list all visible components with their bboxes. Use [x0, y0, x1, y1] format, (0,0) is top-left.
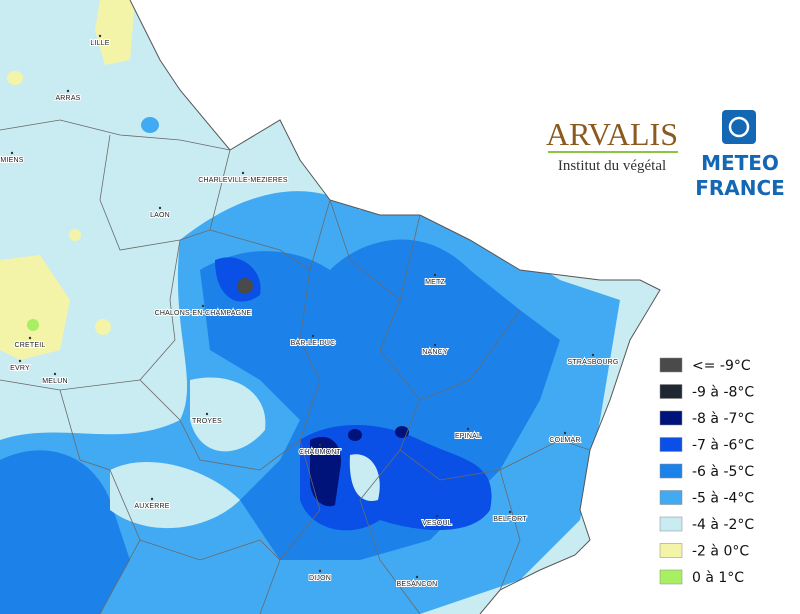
border — [129, 0, 661, 614]
legend-swatch — [659, 490, 683, 505]
logo-subtitle: Institut du végétal — [558, 158, 666, 174]
meteo-france-logo: METEO FRANCE — [695, 110, 785, 200]
city-label: LILLE — [90, 40, 109, 47]
city-label: MIENS — [0, 157, 23, 164]
city-dot — [435, 514, 439, 518]
department-boundaries — [0, 119, 591, 614]
city-label: METZ — [425, 279, 445, 286]
temperature-zones — [0, 0, 620, 614]
legend-swatch — [659, 410, 683, 426]
city-label: STRASBOURG — [567, 359, 618, 366]
city-dot — [150, 497, 154, 501]
city-dot — [53, 372, 57, 376]
city-label: CRETEIL — [15, 342, 46, 349]
outside-area — [130, 0, 800, 614]
city-dot — [563, 431, 567, 435]
legend-swatch — [659, 357, 683, 373]
city-labels: LILLE ARRAS MIENS LAON CHARLEVILLE-MEZIERES C… — [0, 34, 619, 589]
legend-label: -6 à -5°C — [692, 464, 754, 480]
city-dot — [241, 171, 245, 175]
legend-swatch — [659, 463, 683, 479]
legend-swatch — [659, 437, 683, 452]
city-dot — [28, 336, 32, 340]
city-label: DIJON — [309, 575, 331, 582]
city-label: CHALONS-EN-CHAMPAGNE — [155, 310, 252, 317]
city-dot — [205, 412, 209, 416]
city-label: CHARLEVILLE-MEZIERES — [198, 177, 288, 184]
city-label: BAR-LE-DUC — [291, 340, 336, 347]
legend: <= -9°C -9 à -8°C -8 à -7°C -7 à -6°C -6 à -… — [659, 357, 754, 586]
city-dot — [98, 34, 102, 38]
legend-label: -4 à -2°C — [692, 517, 754, 533]
city-dot — [318, 569, 322, 573]
city-dot — [318, 443, 322, 447]
city-label: ARRAS — [55, 95, 80, 102]
city-dot — [508, 510, 512, 514]
legend-swatch — [659, 516, 683, 532]
city-label: VESOUL — [422, 520, 452, 527]
logo-icon — [722, 110, 756, 144]
city-dot — [466, 427, 470, 431]
city-dot — [311, 334, 315, 338]
legend-swatch — [659, 569, 683, 585]
logo-text: ARVALIS — [546, 116, 678, 152]
city-dot — [201, 304, 205, 308]
legend-label: -2 à 0°C — [692, 544, 749, 560]
city-dot — [18, 359, 22, 363]
logo-text: METEO — [701, 151, 779, 175]
logo-icon-mark — [728, 116, 750, 138]
city-label: EVRY — [10, 365, 30, 372]
city-label: LAON — [150, 212, 170, 219]
city-label: TROYES — [192, 418, 222, 425]
legend-label: -8 à -7°C — [692, 411, 754, 427]
city-label: MELUN — [42, 378, 68, 385]
city-label: EPINAL — [455, 433, 481, 440]
legend-label: 0 à 1°C — [692, 570, 744, 586]
legend-label: <= -9°C — [692, 358, 751, 374]
legend-label: -9 à -8°C — [692, 385, 754, 401]
city-label: AUXERRE — [134, 503, 169, 510]
legend-label: -7 à -6°C — [692, 438, 754, 454]
arvalis-logo: ARVALIS Institut du végétal — [546, 116, 678, 174]
city-label: BELFORT — [493, 516, 527, 523]
city-dot — [433, 273, 437, 277]
legend-swatch — [659, 384, 683, 399]
city-dot — [591, 353, 595, 357]
city-label: COLMAR — [549, 437, 580, 444]
city-dot — [415, 575, 419, 579]
city-dot — [66, 89, 70, 93]
logo-text: FRANCE — [695, 176, 785, 200]
city-dot — [433, 343, 437, 347]
city-dot — [158, 206, 162, 210]
city-label: CHAUMONT — [299, 449, 342, 456]
legend-swatch — [659, 543, 683, 558]
legend-label: -5 à -4°C — [692, 491, 754, 507]
city-label: BESANCON — [397, 581, 438, 588]
city-dot — [10, 151, 14, 155]
city-label: NANCY — [422, 349, 448, 356]
